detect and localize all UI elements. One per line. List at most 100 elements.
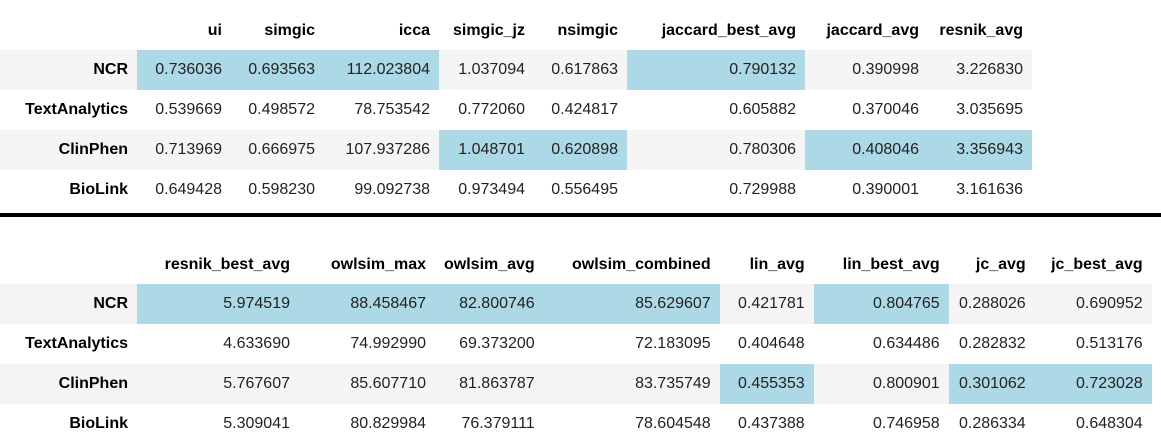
table-cell: 78.753542 — [354, 101, 430, 118]
table-cell: 0.729988 — [729, 181, 796, 198]
table-cell: 0.598230 — [248, 181, 315, 198]
table-cell: 3.035695 — [956, 101, 1023, 118]
table-cell: 0.421781 — [737, 295, 805, 312]
table-cell: 5.974519 — [137, 284, 299, 324]
table-cell: 0.649428 — [155, 181, 222, 198]
table-cell: 0.437388 — [737, 415, 805, 432]
table-cell: 0.370046 — [852, 101, 919, 118]
row-label: NCR — [93, 61, 128, 78]
table-cell: 1.048701 — [439, 130, 534, 170]
table-cell: 76.379111 — [461, 415, 535, 432]
table-cell: 0.804765 — [813, 284, 949, 324]
table-cell: 0.790132 — [627, 50, 805, 90]
table-cell: 0.800901 — [872, 375, 940, 392]
table-cell: 0.690952 — [1075, 295, 1143, 312]
column-header-owlsim-max: owlsim_max — [330, 256, 426, 273]
table-cell: 69.373200 — [459, 335, 535, 352]
table-cell: 0.617863 — [551, 61, 618, 78]
column-header-jaccard-best-avg: jaccard_best_avg — [661, 22, 796, 39]
table-cell: 1.037094 — [458, 61, 525, 78]
column-header-lin-best-avg: lin_best_avg — [842, 256, 940, 273]
table-cell: 112.023804 — [324, 50, 439, 90]
table-row: ClinPhen 0.713969 0.666975 107.937286 1.0487… — [0, 130, 1032, 170]
row-label: TextAnalytics — [25, 101, 128, 118]
column-header-icca: icca — [398, 22, 430, 39]
column-header-simgic: simgic — [264, 22, 315, 39]
table-cell: 0.713969 — [155, 141, 222, 158]
table-row: TextAnalytics 4.633690 74.992990 69.373200 7… — [0, 324, 1152, 364]
table-row: NCR 0.736036 0.693563 112.023804 1.037094 0.6… — [0, 50, 1032, 90]
table-cell: 3.161636 — [956, 181, 1023, 198]
table-cell: 80.829984 — [350, 415, 426, 432]
table-row: TextAnalytics 0.539669 0.498572 78.753542 0.… — [0, 90, 1032, 130]
table-cell: 0.746958 — [872, 415, 940, 432]
table-cell: 82.800746 — [435, 284, 544, 324]
table-cell: 0.282832 — [958, 335, 1026, 352]
table-cell: 5.767607 — [223, 375, 290, 392]
table-cell: 78.604548 — [635, 415, 711, 432]
row-label: NCR — [93, 295, 128, 312]
metrics-table-top: ui simgic icca simgic_jz nsimgic jaccard_best… — [0, 12, 1032, 210]
column-header-nsimgic: nsimgic — [557, 22, 618, 39]
table-cell: 0.408046 — [805, 130, 928, 170]
column-header-ui: ui — [207, 22, 222, 39]
row-label: ClinPhen — [58, 141, 128, 158]
index-header-blank — [0, 246, 137, 284]
table-cell: 0.390998 — [852, 61, 919, 78]
table-cell: 0.620898 — [534, 130, 627, 170]
table-cell: 0.973494 — [458, 181, 525, 198]
row-label: ClinPhen — [58, 375, 128, 392]
table-cell: 88.458467 — [299, 284, 435, 324]
index-header-blank — [0, 12, 137, 50]
table-cell: 107.937286 — [345, 141, 430, 158]
column-header-resnik-avg: resnik_avg — [939, 22, 1023, 39]
table-cell: 85.629607 — [543, 284, 720, 324]
header-row: resnik_best_avg owlsim_max owlsim_avg owlsi… — [0, 246, 1152, 284]
column-header-jaccard-avg: jaccard_avg — [826, 22, 919, 39]
row-label: TextAnalytics — [25, 335, 128, 352]
table-cell: 0.286334 — [958, 415, 1026, 432]
table-cell: 4.633690 — [223, 335, 290, 352]
table-cell: 3.356943 — [928, 130, 1032, 170]
column-header-resnik-best-avg: resnik_best_avg — [164, 256, 290, 273]
table-cell: 0.455353 — [719, 364, 814, 404]
table-cell: 3.226830 — [956, 61, 1023, 78]
table-cell: 0.424817 — [551, 101, 618, 118]
table-cell: 0.634486 — [872, 335, 940, 352]
column-header-jc-best-avg: jc_best_avg — [1051, 256, 1143, 273]
header-row: ui simgic icca simgic_jz nsimgic jaccard_best… — [0, 12, 1032, 50]
column-header-simgic-jz: simgic_jz — [452, 22, 525, 39]
table-cell: 0.390001 — [852, 181, 919, 198]
table-row: NCR 5.974519 88.458467 82.800746 85.629607 0.… — [0, 284, 1152, 324]
table-cell: 0.723028 — [1034, 364, 1152, 404]
table-cell: 85.607710 — [350, 375, 426, 392]
row-label: BioLink — [69, 415, 128, 432]
table-row: ClinPhen 5.767607 85.607710 81.863787 83.735… — [0, 364, 1152, 404]
table-cell: 0.498572 — [248, 101, 315, 118]
table-row: BioLink 0.649428 0.598230 99.092738 0.973494… — [0, 170, 1032, 210]
metrics-table-bottom: resnik_best_avg owlsim_max owlsim_avg owlsi… — [0, 246, 1152, 444]
table-cell: 0.556495 — [551, 181, 618, 198]
column-header-owlsim-avg: owlsim_avg — [444, 256, 535, 273]
column-header-jc-avg: jc_avg — [975, 256, 1026, 273]
row-label: BioLink — [69, 181, 128, 198]
column-header-owlsim-combined: owlsim_combined — [572, 256, 711, 273]
table-cell: 0.736036 — [137, 50, 231, 90]
table-cell: 0.301062 — [948, 364, 1035, 404]
table-cell: 0.404648 — [737, 335, 805, 352]
table-cell: 0.772060 — [458, 101, 525, 118]
table-cell: 74.992990 — [350, 335, 426, 352]
table-cell: 0.513176 — [1075, 335, 1143, 352]
table-cell: 0.693563 — [231, 50, 324, 90]
table-cell: 99.092738 — [354, 181, 430, 198]
table-cell: 0.666975 — [248, 141, 315, 158]
table-row: BioLink 5.309041 80.829984 76.379111 78.6045… — [0, 404, 1152, 444]
table-cell: 0.605882 — [729, 101, 796, 118]
table-cell: 0.780306 — [729, 141, 796, 158]
table-cell: 0.648304 — [1075, 415, 1143, 432]
table-cell: 72.183095 — [635, 335, 711, 352]
table-cell: 81.863787 — [459, 375, 535, 392]
column-header-lin-avg: lin_avg — [749, 256, 805, 273]
table-cell: 5.309041 — [223, 415, 290, 432]
table-cell: 83.735749 — [635, 375, 711, 392]
